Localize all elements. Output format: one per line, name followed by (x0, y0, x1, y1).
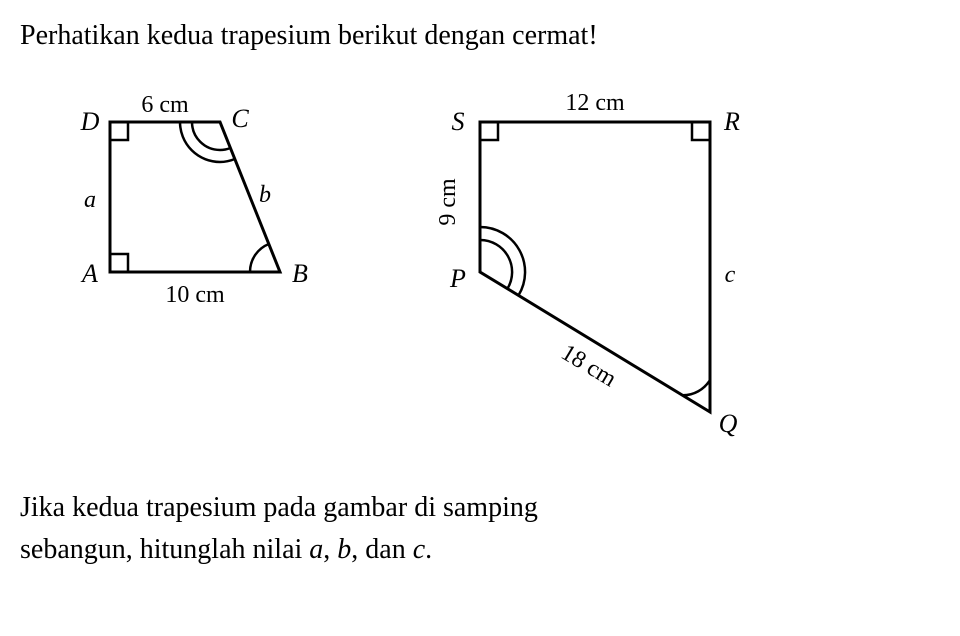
vertex-s: S (452, 107, 465, 136)
vertex-q: Q (719, 409, 738, 438)
trap2-top-label: 12 cm (565, 90, 625, 116)
trap1-right-label: b (259, 182, 271, 208)
question-line2-post: . (425, 534, 432, 565)
trapezium-abcd: 6 cm 10 cm a b D C A B (50, 72, 330, 457)
right-angle-r (692, 122, 710, 140)
right-angle-d (110, 122, 128, 140)
arc-q (683, 380, 710, 395)
comma2: , dan (351, 534, 412, 565)
vertex-b: B (292, 259, 308, 288)
vertex-c: C (231, 104, 249, 133)
arc-c-1 (192, 122, 220, 150)
vertex-r: R (723, 107, 740, 136)
right-angle-s (480, 122, 498, 140)
arc-c-1b (220, 148, 230, 150)
trap1-outline (110, 122, 280, 272)
question-text: Jika kedua trapesium pada gambar di samp… (20, 487, 940, 571)
problem-title: Perhatikan kedua trapesium berikut denga… (20, 20, 940, 52)
vertex-d: D (80, 107, 100, 136)
trap2-left-label: 9 cm (435, 178, 461, 226)
trap2-bottom-label: 18 cm (556, 340, 621, 393)
trapezium-pqrs: 12 cm 9 cm c 18 cm S R P Q (410, 72, 770, 457)
question-line1: Jika kedua trapesium pada gambar di samp… (20, 492, 538, 523)
var-b: b (337, 534, 351, 565)
arc-c-2b (220, 159, 235, 162)
trap1-left-label: a (84, 187, 96, 213)
trap1-top-label: 6 cm (141, 92, 189, 118)
trap2-right-label: c (725, 262, 736, 288)
vertex-p: P (449, 264, 466, 293)
trap1-bottom-label: 10 cm (165, 282, 225, 308)
question-line2-pre: sebangun, hitunglah nilai (20, 534, 309, 565)
var-c: c (413, 534, 425, 565)
arc-b (250, 244, 269, 272)
right-angle-a (110, 254, 128, 272)
comma1: , (323, 534, 337, 565)
var-a: a (309, 534, 323, 565)
vertex-a: A (80, 259, 98, 288)
figures-container: 6 cm 10 cm a b D C A B 12 cm (50, 72, 940, 457)
